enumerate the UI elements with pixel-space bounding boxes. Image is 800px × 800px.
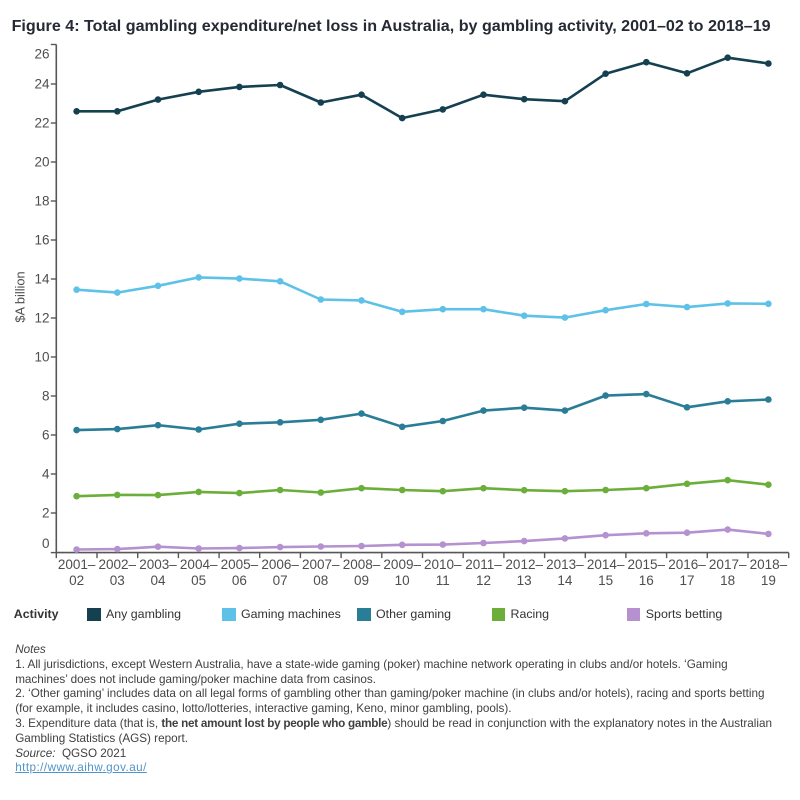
svg-text:02: 02 xyxy=(69,573,84,588)
svg-text:2013–: 2013– xyxy=(546,557,584,572)
svg-text:2016–: 2016– xyxy=(668,557,706,572)
svg-text:06: 06 xyxy=(232,573,247,588)
svg-text:4: 4 xyxy=(42,467,50,482)
svg-text:09: 09 xyxy=(354,573,369,588)
svg-text:2010–: 2010– xyxy=(424,557,462,572)
svg-text:2002–: 2002– xyxy=(99,557,137,572)
svg-text:2015–: 2015– xyxy=(628,557,666,572)
svg-text:17: 17 xyxy=(679,573,694,588)
svg-text:11: 11 xyxy=(436,573,450,588)
svg-text:08: 08 xyxy=(313,573,328,588)
svg-text:2: 2 xyxy=(42,506,50,521)
svg-text:10: 10 xyxy=(34,350,49,365)
svg-text:0: 0 xyxy=(42,536,50,551)
svg-text:6: 6 xyxy=(42,428,50,443)
svg-text:10: 10 xyxy=(395,573,410,588)
svg-text:24: 24 xyxy=(34,77,50,92)
svg-text:12: 12 xyxy=(34,311,49,326)
svg-text:22: 22 xyxy=(34,116,49,131)
svg-text:18: 18 xyxy=(34,194,49,209)
svg-text:8: 8 xyxy=(42,389,50,404)
svg-text:2003–: 2003– xyxy=(139,557,177,572)
svg-text:18: 18 xyxy=(720,573,735,588)
svg-text:04: 04 xyxy=(150,573,166,588)
svg-text:16: 16 xyxy=(639,573,654,588)
svg-text:2001–: 2001– xyxy=(58,557,96,572)
svg-text:2008–: 2008– xyxy=(343,557,381,572)
svg-text:2005–: 2005– xyxy=(221,557,259,572)
svg-text:2004–: 2004– xyxy=(180,557,218,572)
svg-text:2017–: 2017– xyxy=(709,557,747,572)
svg-text:2009–: 2009– xyxy=(383,557,421,572)
svg-text:2014–: 2014– xyxy=(587,557,625,572)
svg-text:2006–: 2006– xyxy=(261,557,299,572)
svg-text:16: 16 xyxy=(34,233,49,248)
svg-text:07: 07 xyxy=(273,573,288,588)
svg-text:2011–: 2011– xyxy=(465,557,502,572)
svg-text:12: 12 xyxy=(476,573,491,588)
svg-text:14: 14 xyxy=(557,573,573,588)
svg-text:2007–: 2007– xyxy=(302,557,340,572)
svg-text:03: 03 xyxy=(110,573,125,588)
svg-text:19: 19 xyxy=(761,573,776,588)
svg-text:$A billion: $A billion xyxy=(12,271,27,322)
svg-text:15: 15 xyxy=(598,573,613,588)
svg-text:13: 13 xyxy=(517,573,532,588)
svg-text:05: 05 xyxy=(191,573,206,588)
svg-text:14: 14 xyxy=(34,272,50,287)
svg-text:2012–: 2012– xyxy=(505,557,543,572)
svg-text:20: 20 xyxy=(34,155,49,170)
svg-text:26: 26 xyxy=(34,47,49,62)
svg-text:2018–: 2018– xyxy=(750,557,788,572)
